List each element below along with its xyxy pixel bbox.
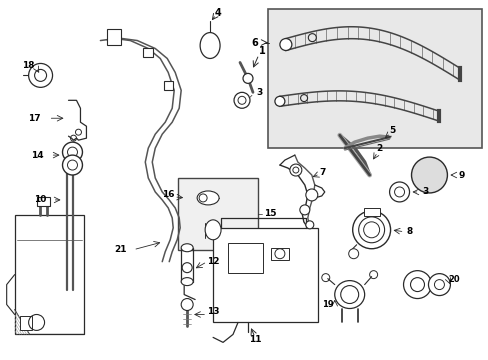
Circle shape — [389, 182, 408, 202]
Circle shape — [243, 73, 252, 84]
Text: 15: 15 — [263, 210, 276, 219]
Bar — [20, 316, 32, 330]
Circle shape — [234, 92, 249, 108]
Circle shape — [181, 298, 193, 310]
Ellipse shape — [352, 211, 390, 249]
Text: 17: 17 — [28, 114, 41, 123]
Circle shape — [348, 249, 358, 259]
Text: 10: 10 — [34, 195, 47, 204]
Ellipse shape — [204, 220, 221, 240]
Circle shape — [411, 157, 447, 193]
Text: 12: 12 — [206, 257, 219, 266]
Text: 1: 1 — [258, 45, 265, 55]
Circle shape — [305, 189, 317, 201]
Bar — [163, 81, 172, 90]
Circle shape — [427, 274, 449, 296]
Ellipse shape — [334, 280, 364, 309]
Ellipse shape — [181, 244, 193, 252]
Text: 11: 11 — [248, 335, 261, 344]
Text: 14: 14 — [31, 150, 44, 159]
Circle shape — [62, 142, 82, 162]
Bar — [363, 208, 379, 216]
Text: 18: 18 — [22, 61, 35, 70]
Bar — [63, 148, 76, 158]
Text: 13: 13 — [206, 307, 219, 316]
Circle shape — [274, 96, 285, 106]
Text: 3: 3 — [422, 188, 428, 197]
Text: 5: 5 — [388, 126, 395, 135]
Text: 20: 20 — [447, 275, 459, 284]
Text: 9: 9 — [457, 171, 464, 180]
Text: 19: 19 — [321, 300, 333, 309]
Text: 16: 16 — [162, 190, 174, 199]
Bar — [107, 28, 121, 45]
Bar — [270, 248, 288, 260]
Circle shape — [279, 39, 291, 50]
Text: 4: 4 — [214, 8, 221, 18]
Bar — [227, 243, 263, 273]
Text: 21: 21 — [114, 245, 126, 254]
Bar — [143, 48, 153, 58]
Text: 8: 8 — [406, 227, 412, 236]
Text: 3: 3 — [256, 88, 263, 97]
Circle shape — [289, 164, 301, 176]
Bar — [178, 178, 258, 250]
Circle shape — [62, 155, 82, 175]
Bar — [267, 9, 481, 148]
Circle shape — [305, 221, 313, 229]
Text: 6: 6 — [251, 37, 258, 48]
Bar — [213, 228, 317, 323]
Bar — [15, 215, 84, 334]
Circle shape — [403, 271, 430, 298]
Ellipse shape — [181, 278, 193, 285]
Ellipse shape — [197, 191, 219, 205]
Bar — [37, 197, 49, 206]
Text: 2: 2 — [376, 144, 382, 153]
Text: 7: 7 — [319, 167, 325, 176]
Ellipse shape — [200, 32, 220, 58]
Circle shape — [29, 63, 52, 87]
Circle shape — [299, 205, 309, 215]
